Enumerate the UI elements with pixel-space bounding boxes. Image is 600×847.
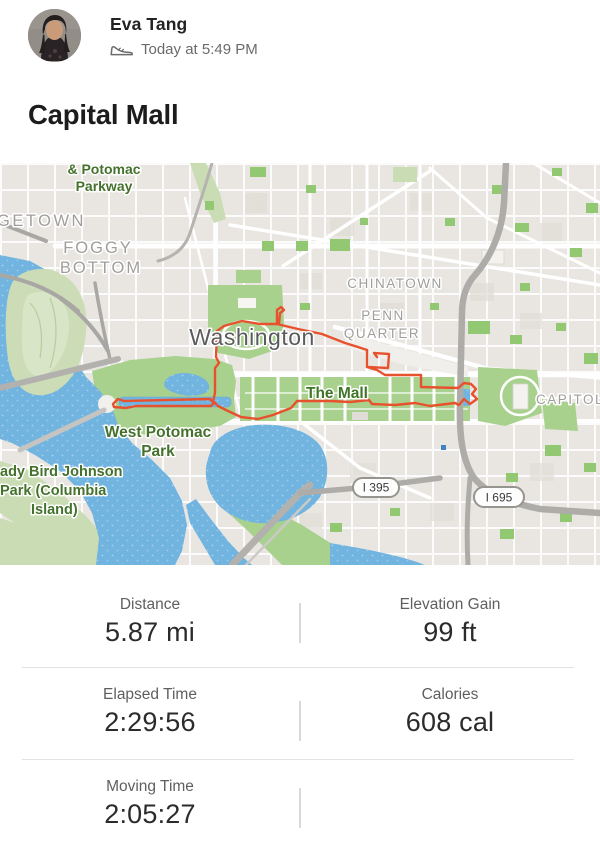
label-potomac-parkway: & Potomac	[67, 163, 140, 177]
svg-text:I 395: I 395	[363, 481, 390, 495]
stat-distance: Distance 5.87 mi	[0, 565, 300, 649]
potomac-river	[0, 255, 470, 565]
timestamp: Today at 5:49 PM	[141, 41, 258, 58]
stat-empty	[300, 760, 600, 778]
stats-row-1: Distance 5.87 mi Elevation Gain 99 ft	[0, 565, 600, 667]
svg-text:I 695: I 695	[486, 491, 513, 505]
stat-label: Elevation Gain	[399, 596, 501, 613]
map-buildings	[98, 249, 529, 420]
label-capitol: CAPITOL	[536, 392, 600, 407]
stat-value: 99 ft	[423, 617, 477, 647]
stats-row-3: Moving Time 2:05:27	[0, 760, 600, 847]
map-labels: & Potomac Parkway GETOWN FOGGY BOTTOM Wa…	[0, 163, 600, 520]
svg-text:Park (Columbia: Park (Columbia	[0, 483, 107, 499]
stat-label: Distance	[119, 596, 181, 613]
stat-label: Elapsed Time	[103, 686, 197, 703]
svg-text:Island): Island)	[31, 502, 78, 518]
shield-i695: I 695	[473, 486, 525, 508]
svg-text:QUARTER: QUARTER	[344, 326, 420, 341]
svg-text:Park: Park	[141, 443, 175, 460]
label-west-potomac-park: West Potomac	[105, 424, 212, 441]
stat-elevation-gain: Elevation Gain 99 ft	[300, 565, 600, 649]
avatar-photo	[28, 9, 81, 62]
stats-section: Distance 5.87 mi Elevation Gain 99 ft El…	[0, 565, 600, 847]
stats-vertical-divider	[299, 788, 301, 828]
stats-vertical-divider	[299, 603, 301, 643]
stat-value: 608 cal	[405, 707, 495, 737]
label-foggy-bottom: FOGGY	[63, 239, 133, 257]
page-title: Capital Mall	[28, 99, 179, 130]
stat-calories: Calories 608 cal	[300, 668, 600, 739]
activity-meta: Today at 5:49 PM	[109, 41, 258, 58]
stat-label: Moving Time	[106, 778, 194, 795]
stats-row-2: Elapsed Time 2:29:56 Calories 608 cal	[0, 668, 600, 759]
label-ladybird-park: ady Bird Johnson	[0, 464, 122, 480]
stats-horizontal-divider	[22, 667, 574, 668]
gps-route	[111, 305, 479, 421]
label-chinatown: CHINATOWN	[347, 276, 443, 291]
route-map[interactable]: I 395 I 695 & Potomac Parkway GETOWN FOG…	[0, 163, 600, 565]
avatar[interactable]	[28, 9, 81, 62]
svg-text:Parkway: Parkway	[76, 178, 133, 194]
stat-value: 2:29:56	[104, 707, 196, 737]
label-penn-quarter: PENN	[361, 308, 405, 323]
label-the-mall: The Mall	[306, 385, 368, 402]
stats-vertical-divider	[299, 701, 301, 741]
svg-text:BOTTOM: BOTTOM	[60, 259, 142, 277]
user-name[interactable]: Eva Tang	[110, 14, 188, 34]
stat-moving-time: Moving Time 2:05:27	[0, 760, 300, 831]
stat-elapsed-time: Elapsed Time 2:29:56	[0, 668, 300, 739]
stats-horizontal-divider	[22, 759, 574, 760]
map-canvas: I 395 I 695 & Potomac Parkway GETOWN FOG…	[0, 163, 600, 565]
shoe-icon	[110, 45, 133, 55]
stat-value: 5.87 mi	[105, 617, 195, 647]
label-georgetown: GETOWN	[0, 212, 86, 230]
stat-label: Calories	[421, 686, 479, 703]
label-washington: Washington	[189, 324, 315, 350]
shield-i395: I 395	[352, 477, 400, 498]
stat-value: 2:05:27	[104, 799, 196, 829]
